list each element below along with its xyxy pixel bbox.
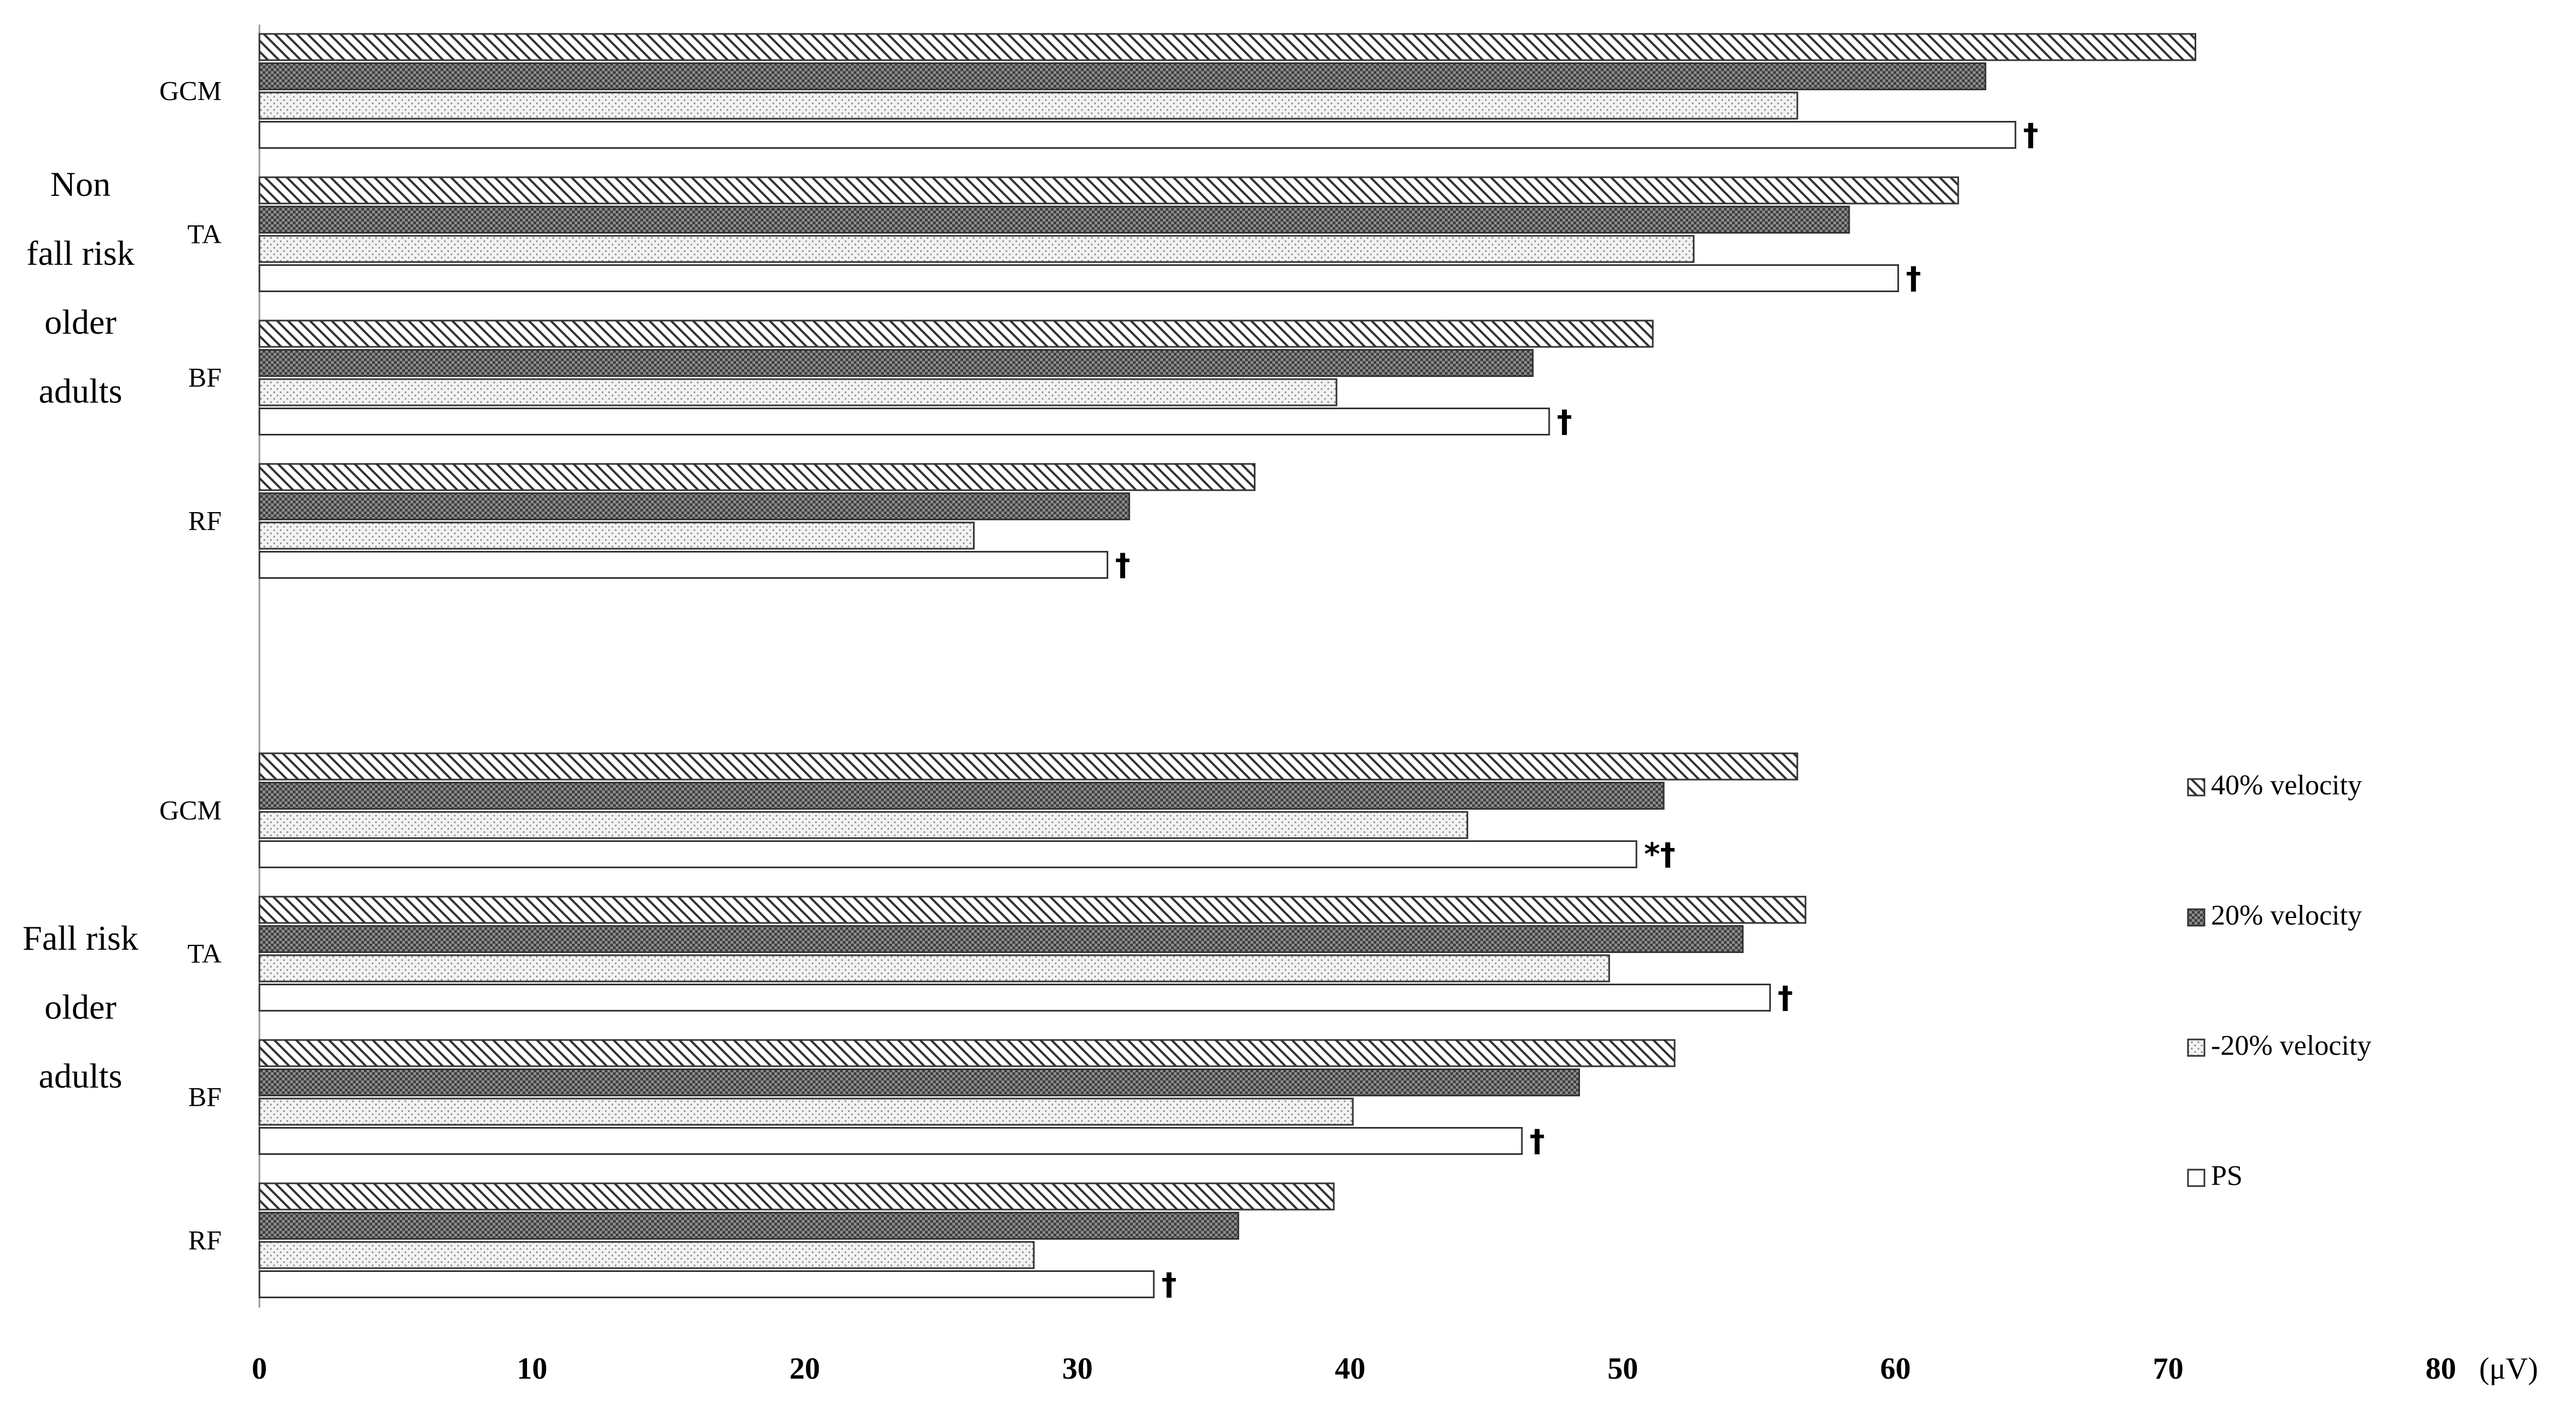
group-label-line: older: [44, 303, 117, 341]
x-tick-label: 20: [790, 1352, 820, 1386]
legend-label: PS: [2211, 1160, 2243, 1192]
bar-rf-ps: [258, 551, 1109, 579]
x-tick-label: 40: [1335, 1352, 1365, 1386]
bar-gcm-20-velocity: [258, 811, 1468, 839]
significance-mark: †: [1115, 548, 1131, 583]
bar-ta-40-velocity: [258, 896, 1807, 924]
bar-bf-20-velocity: [258, 349, 1534, 377]
bar-bf-20-velocity: [258, 1068, 1581, 1096]
bar-bf-40-velocity: [258, 319, 1654, 348]
group-label-line: older: [44, 987, 117, 1026]
x-tick-label: 30: [1062, 1352, 1093, 1386]
x-tick-label: 10: [517, 1352, 547, 1386]
legend: 40% velocity 20% velocity -20% velocity PS: [2187, 770, 2371, 1192]
legend-swatch-40-velocity: [2187, 778, 2205, 797]
bar-rf-40-velocity: [258, 1182, 1335, 1211]
category-label-bf: BF: [188, 1081, 222, 1112]
bar-gcm-ps: [258, 840, 1637, 868]
group-label-line: Fall risk: [22, 919, 138, 957]
group-label-line: adults: [39, 371, 123, 410]
bar-bf-ps: [258, 1127, 1523, 1155]
category-label-ta: TA: [187, 218, 222, 249]
x-tick-label: 0: [252, 1352, 267, 1386]
x-tick-label: 80: [2426, 1352, 2456, 1386]
x-tick-label: 50: [1607, 1352, 1638, 1386]
bar-ta-ps: [258, 984, 1771, 1012]
legend-swatch-ps: [2187, 1169, 2205, 1187]
bar-gcm-20-velocity: [258, 782, 1665, 810]
group-label-line: adults: [39, 1056, 123, 1095]
bar-rf-20-velocity: [258, 1241, 1035, 1269]
significance-mark: †: [1530, 1124, 1545, 1159]
significance-mark: †: [1906, 261, 1921, 297]
bar-ta-20-velocity: [258, 925, 1744, 953]
significance-mark: †: [1161, 1267, 1177, 1303]
group-label-line: Non: [50, 165, 111, 204]
significance-mark: †: [1557, 404, 1572, 440]
x-tick-label: 70: [2153, 1352, 2184, 1386]
legend-label: -20% velocity: [2211, 1030, 2371, 1061]
bar-bf-40-velocity: [258, 1039, 1676, 1067]
bar-rf-20-velocity: [258, 1212, 1240, 1240]
category-label-ta: TA: [187, 938, 222, 968]
x-unit-label: (μV): [2479, 1352, 2538, 1386]
bar-ta-ps: [258, 264, 1899, 292]
bar-ta-20-velocity: [258, 206, 1850, 234]
bar-ta-40-velocity: [258, 176, 1959, 205]
significance-mark: *†: [1644, 837, 1675, 873]
legend-swatch-20-velocity: [2187, 1038, 2205, 1057]
significance-mark: †: [1778, 980, 1793, 1016]
category-label-rf: RF: [188, 505, 222, 536]
bar-gcm-ps: [258, 121, 2017, 149]
bar-bf-20-velocity: [258, 1097, 1354, 1126]
category-label-rf: RF: [188, 1224, 222, 1255]
legend-swatch-20-velocity: [2187, 908, 2205, 927]
category-label-gcm: GCM: [159, 75, 222, 106]
bar-bf-ps: [258, 408, 1550, 435]
plot-area: [258, 25, 2197, 1308]
bar-gcm-40-velocity: [258, 752, 1798, 781]
bar-bf-20-velocity: [258, 378, 1338, 406]
legend-label: 20% velocity: [2211, 900, 2362, 931]
bar-ta-20-velocity: [258, 235, 1695, 263]
category-label-bf: BF: [188, 362, 222, 392]
bar-rf-20-velocity: [258, 521, 975, 550]
x-tick-label: 60: [1880, 1352, 1911, 1386]
bar-rf-40-velocity: [258, 463, 1256, 491]
bar-rf-20-velocity: [258, 492, 1130, 520]
bar-rf-ps: [258, 1270, 1155, 1298]
bar-ta-20-velocity: [258, 954, 1610, 983]
category-label-gcm: GCM: [159, 794, 222, 825]
bar-gcm-20-velocity: [258, 62, 1987, 90]
group-label-line: fall risk: [26, 234, 134, 272]
axis-labels: † GCM † TA † BF † RF Non fall risk older adults *† GC…: [22, 75, 2538, 1386]
bar-gcm-40-velocity: [258, 33, 2197, 61]
bar-gcm-20-velocity: [258, 91, 1798, 120]
significance-mark: †: [2023, 118, 2039, 153]
legend-label: 40% velocity: [2211, 770, 2362, 801]
